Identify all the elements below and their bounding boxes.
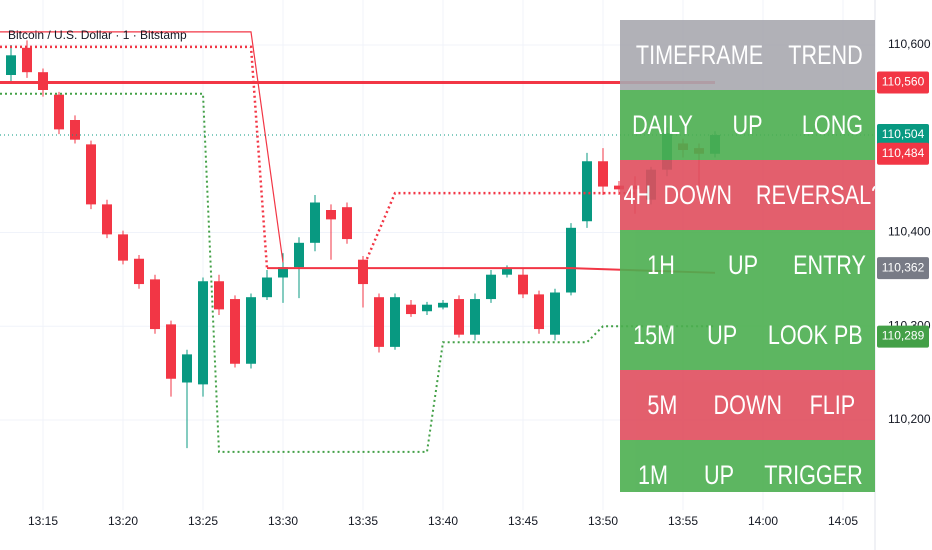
candle-body <box>214 281 224 310</box>
candle-body <box>566 227 576 293</box>
price-badge-label: 110,484 <box>882 146 925 160</box>
table-row: 15M UP LOOK PB <box>620 300 875 370</box>
price-badge-label: 110,289 <box>882 329 925 343</box>
candle-body <box>230 299 240 364</box>
table-cell: UP <box>727 249 758 280</box>
candle-body <box>598 161 608 187</box>
candle-body <box>6 55 16 75</box>
candle-body <box>486 274 496 300</box>
candle-body <box>518 274 528 295</box>
candle-body <box>182 354 192 383</box>
x-tick-label: 13:25 <box>188 514 218 528</box>
price-badge-label: 110,560 <box>882 75 925 89</box>
candle-body <box>422 304 432 312</box>
table-cell: TREND <box>788 39 863 70</box>
indicator-line <box>0 45 269 269</box>
candle-body <box>502 269 512 275</box>
candle-body <box>166 324 176 379</box>
candle-body <box>54 94 64 130</box>
candle-body <box>614 185 624 190</box>
table-cell: UP <box>732 109 763 140</box>
x-tick-label: 13:55 <box>668 514 698 528</box>
indicator-line <box>0 31 284 263</box>
candle-body <box>102 204 112 235</box>
price-badge <box>877 71 929 94</box>
table-row: 1M UP TRIGGER <box>620 440 875 492</box>
candle-body <box>246 297 256 364</box>
candle-body <box>470 299 480 335</box>
table-cell: DAILY <box>632 109 693 140</box>
candle-body <box>358 259 368 285</box>
table-cell: ENTRY <box>793 249 866 280</box>
price-badge <box>877 142 929 165</box>
table-cell: UP <box>703 459 734 490</box>
candle-body <box>86 144 96 205</box>
candle-body <box>342 207 352 240</box>
x-tick-label: 13:35 <box>348 514 378 528</box>
table-cell: 4H <box>623 179 652 210</box>
chart-title: Bitcoin / U.S. Dollar · 1 · Bitstamp <box>8 28 187 42</box>
table-cell: 1M <box>637 459 668 490</box>
y-tick-label: 110,600 <box>888 37 931 51</box>
x-tick-label: 13:20 <box>108 514 138 528</box>
candle-body <box>550 292 560 335</box>
table-row: 1H UP ENTRY <box>620 230 875 300</box>
x-tick-label: 13:30 <box>268 514 298 528</box>
table-cell: TRIGGER <box>764 459 863 490</box>
candle-body <box>326 210 336 220</box>
table-cell: LONG <box>801 109 864 140</box>
candle-body <box>406 304 416 315</box>
price-badge-label: 110,504 <box>882 127 925 141</box>
candle-body <box>134 258 144 285</box>
x-tick-label: 13:40 <box>428 514 458 528</box>
table-cell: 1H <box>647 249 675 280</box>
candle-body <box>454 299 464 335</box>
candle-body <box>22 47 32 73</box>
x-tick-label: 13:50 <box>588 514 618 528</box>
candle-body <box>150 279 160 330</box>
table-row: DAILY UP LONG <box>620 90 875 160</box>
table-cell: REVERSAL? <box>755 179 875 210</box>
candle-body <box>198 281 208 385</box>
table-cell: UP <box>707 319 738 350</box>
table-cell: 15M <box>633 319 676 350</box>
candle-body <box>390 297 400 347</box>
table-row: TIMEFRAMETRENDACTION <box>620 20 875 90</box>
table-cell: DOWN <box>713 389 782 420</box>
candle-body <box>310 202 320 243</box>
candle-body <box>438 302 448 308</box>
candle-body <box>118 234 128 261</box>
table-cell: DOWN <box>663 179 732 210</box>
y-tick-label: 110,200 <box>888 412 931 426</box>
y-tick-label: 110,400 <box>888 225 931 239</box>
candle-body <box>294 242 304 268</box>
table-cell: FLIP <box>809 389 856 420</box>
price-badge <box>877 124 929 146</box>
x-tick-label: 13:45 <box>508 514 538 528</box>
price-badge-label: 110,362 <box>882 260 925 274</box>
candle-body <box>70 120 80 140</box>
candle-body <box>582 161 592 222</box>
candle-body <box>534 294 544 330</box>
price-badge <box>877 325 929 348</box>
table-cell: 5M <box>647 389 678 420</box>
x-tick-label: 14:05 <box>828 514 858 528</box>
x-tick-label: 13:15 <box>28 514 58 528</box>
indicator-line <box>0 92 715 453</box>
table-row: 4H DOWN REVERSAL? <box>620 160 875 230</box>
table-row: 5M DOWN FLIP <box>620 370 875 440</box>
indicator-line <box>361 191 635 269</box>
candle-body <box>262 277 272 298</box>
candle-body <box>278 267 288 278</box>
trend-table: TIMEFRAMETRENDACTIONDAILYUPLONG4HDOWNREV… <box>620 20 875 492</box>
x-tick-label: 14:00 <box>748 514 778 528</box>
candle-body <box>374 297 384 347</box>
table-cell: TIMEFRAME <box>635 39 764 70</box>
price-badge <box>877 257 929 280</box>
table-cell: LOOK PB <box>768 319 864 350</box>
